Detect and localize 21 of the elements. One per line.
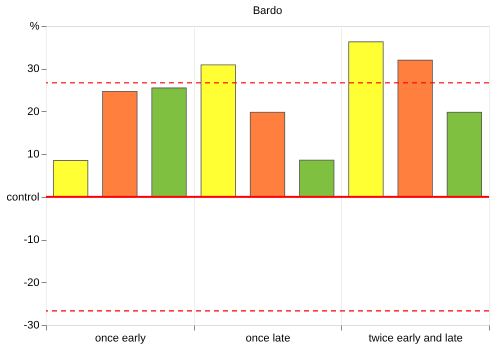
bar — [151, 88, 187, 198]
y-tick-label: 30 — [27, 63, 40, 76]
x-tick-label: once late — [246, 332, 290, 344]
bar — [446, 112, 482, 198]
y-tick-label: -30 — [24, 320, 40, 332]
y-tick-label: -10 — [24, 234, 40, 246]
chart-title: Bardo — [252, 5, 282, 17]
y-tick-label: % — [30, 20, 40, 32]
bar — [200, 64, 236, 198]
y-tick-label: control — [6, 191, 40, 204]
y-tick-label: -20 — [24, 276, 40, 289]
bar — [299, 160, 334, 198]
y-tick-label: 20 — [27, 106, 40, 118]
bar — [348, 41, 384, 198]
bar — [250, 112, 286, 198]
bar — [102, 90, 138, 198]
bar — [52, 160, 88, 198]
x-tick-label: once early — [94, 332, 146, 344]
bar — [398, 60, 433, 198]
y-tick-label: 10 — [27, 148, 40, 161]
x-tick-label: twice early and late — [368, 332, 463, 344]
